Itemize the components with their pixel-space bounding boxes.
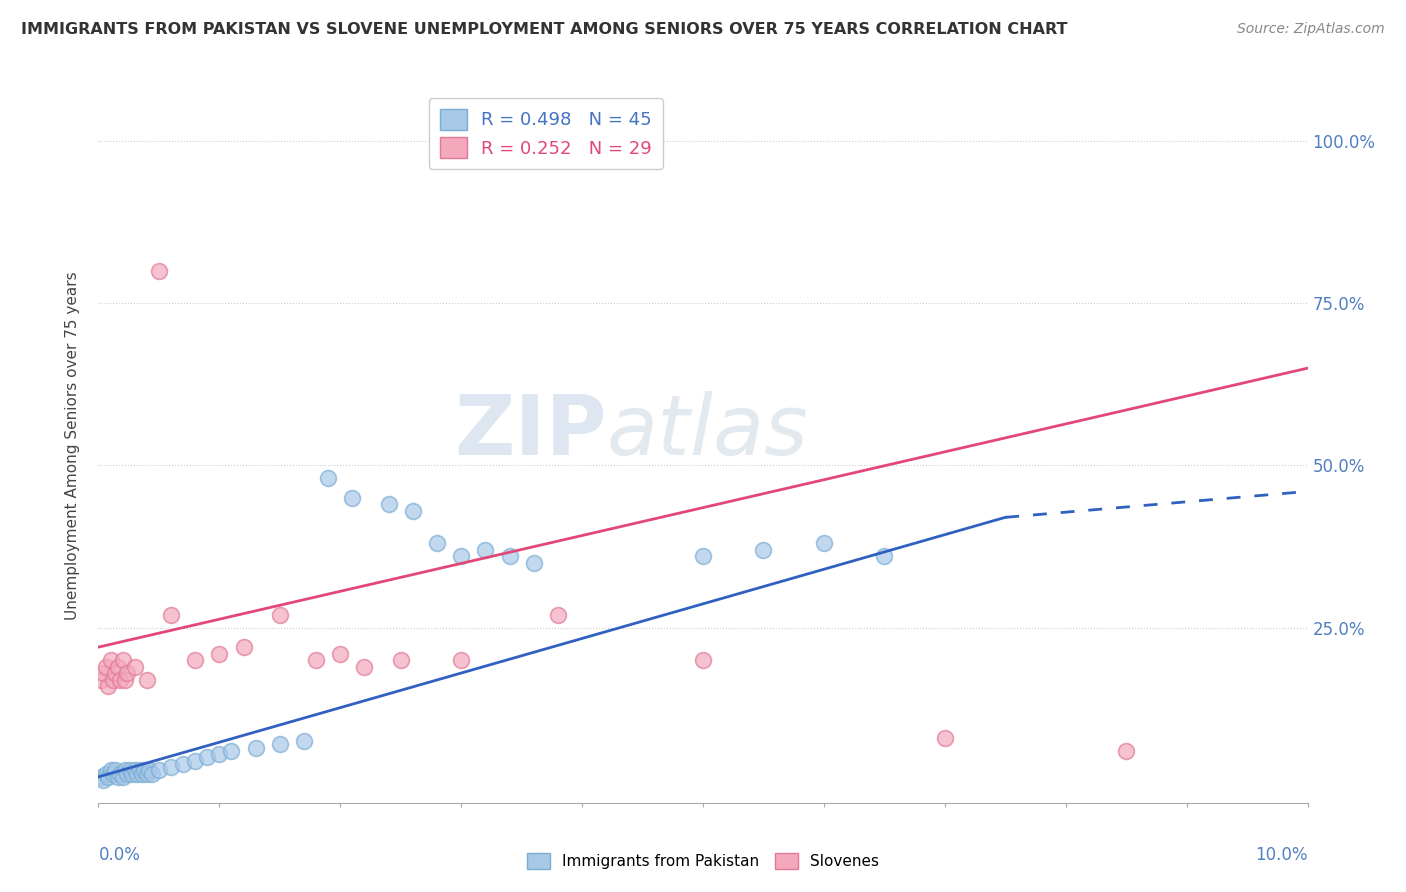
Point <box>752 542 775 557</box>
Point <box>91 773 114 788</box>
Point <box>389 653 412 667</box>
Point <box>305 653 328 667</box>
Point <box>450 549 472 564</box>
Point <box>148 764 170 778</box>
Point <box>353 659 375 673</box>
Point <box>269 738 291 752</box>
Point <box>94 659 117 673</box>
Point <box>292 734 315 748</box>
Point <box>127 766 149 780</box>
Point <box>104 666 127 681</box>
Point <box>118 764 141 778</box>
Point <box>135 673 157 687</box>
Legend: Immigrants from Pakistan, Slovenes: Immigrants from Pakistan, Slovenes <box>522 847 884 875</box>
Point <box>474 542 496 557</box>
Point <box>128 764 150 778</box>
Point <box>124 764 146 778</box>
Point <box>232 640 254 654</box>
Legend: R = 0.498   N = 45, R = 0.252   N = 29: R = 0.498 N = 45, R = 0.252 N = 29 <box>429 98 662 169</box>
Point <box>160 607 183 622</box>
Text: IMMIGRANTS FROM PAKISTAN VS SLOVENE UNEMPLOYMENT AMONG SENIORS OVER 75 YEARS COR: IMMIGRANTS FROM PAKISTAN VS SLOVENE UNEM… <box>21 22 1067 37</box>
Point <box>111 653 134 667</box>
Point <box>148 264 170 278</box>
Point <box>108 766 131 780</box>
Point <box>94 766 117 780</box>
Text: atlas: atlas <box>606 392 808 472</box>
Point <box>426 536 449 550</box>
Point <box>813 536 835 550</box>
Point <box>208 647 231 661</box>
Text: Source: ZipAtlas.com: Source: ZipAtlas.com <box>1237 22 1385 37</box>
Point <box>450 653 472 667</box>
Text: 0.0%: 0.0% <box>98 846 141 863</box>
Point <box>498 549 520 564</box>
Point <box>90 673 112 687</box>
Point <box>100 653 122 667</box>
Point <box>873 549 896 564</box>
Point <box>108 673 131 687</box>
Point <box>329 647 352 661</box>
Point <box>100 764 122 778</box>
Point <box>97 770 120 784</box>
Point <box>269 607 291 622</box>
Point <box>195 750 218 764</box>
Point <box>692 549 714 564</box>
Point <box>184 653 207 667</box>
Point <box>547 607 569 622</box>
Point <box>160 760 183 774</box>
Point <box>208 747 231 761</box>
Point <box>91 666 114 681</box>
Point <box>221 744 243 758</box>
Point <box>111 770 134 784</box>
Point <box>342 491 364 505</box>
Text: ZIP: ZIP <box>454 392 606 472</box>
Point <box>107 770 129 784</box>
Point <box>101 766 124 780</box>
Point <box>692 653 714 667</box>
Point <box>523 556 546 570</box>
Point <box>124 659 146 673</box>
Point <box>1115 744 1137 758</box>
Point <box>117 766 139 780</box>
Point <box>117 666 139 681</box>
Point <box>114 764 136 778</box>
Point <box>135 766 157 780</box>
Point <box>121 766 143 780</box>
Point <box>316 471 339 485</box>
Y-axis label: Unemployment Among Seniors over 75 years: Unemployment Among Seniors over 75 years <box>65 272 80 620</box>
Point <box>138 764 160 778</box>
Point <box>97 679 120 693</box>
Point <box>104 764 127 778</box>
Point <box>934 731 956 745</box>
Point <box>107 659 129 673</box>
Point <box>131 766 153 780</box>
Point <box>101 673 124 687</box>
Point <box>377 497 399 511</box>
Text: 10.0%: 10.0% <box>1256 846 1308 863</box>
Point <box>134 764 156 778</box>
Point <box>172 756 194 771</box>
Point <box>184 754 207 768</box>
Point <box>114 673 136 687</box>
Point <box>141 766 163 780</box>
Point <box>90 770 112 784</box>
Point <box>402 504 425 518</box>
Point <box>245 740 267 755</box>
